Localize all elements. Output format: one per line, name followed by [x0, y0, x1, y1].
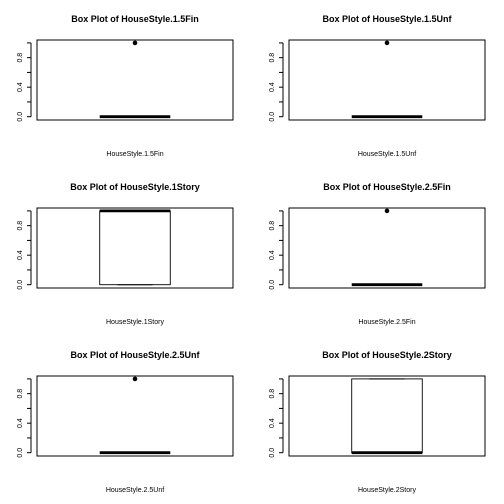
- boxplot-panel-2: Box Plot of HouseStyle.1.5Unf 0.0 0.4 0.8 Ho…: [269, 14, 486, 158]
- plot-frame: [288, 375, 486, 457]
- x-axis-label: HouseStyle.2.5Fin: [358, 319, 415, 326]
- boxplot-panel-6: Box Plot of HouseStyle.2Story 0.0 0.4 0.8 Ho…: [269, 350, 486, 494]
- boxplot-panel-1: Box Plot of HouseStyle.1.5Fin 0.0 0.4 0.8 Ho…: [17, 14, 234, 158]
- y-tick-label: 0.8: [17, 221, 24, 231]
- chart-title: Box Plot of HouseStyle.1.5Unf: [322, 14, 452, 24]
- y-tick-label: 0.8: [269, 53, 276, 63]
- y-tick-label: 0.0: [17, 448, 24, 458]
- plot-frame: [288, 39, 486, 121]
- y-tick-label: 0.4: [269, 250, 276, 260]
- y-tick-label: 0.4: [17, 418, 24, 428]
- chart-title: Box Plot of HouseStyle.1.5Fin: [71, 14, 199, 24]
- x-axis-label: HouseStyle.1Story: [106, 319, 164, 326]
- boxplot-panel-5: Box Plot of HouseStyle.2.5Unf 0.0 0.4 0.8 Ho…: [17, 350, 234, 494]
- chart-title: Box Plot of HouseStyle.1Story: [70, 182, 200, 192]
- outlier-point: [132, 40, 138, 46]
- y-tick-label: 0.4: [269, 82, 276, 92]
- plot-frame: [36, 375, 234, 457]
- outlier-point: [384, 40, 390, 46]
- y-tick-label: 0.0: [17, 280, 24, 290]
- boxplot-panel-3: Box Plot of HouseStyle.1Story 0.0 0.4 0.8 Ho…: [17, 182, 234, 326]
- y-tick-label: 0.0: [269, 112, 276, 122]
- plot-frame: [36, 39, 234, 121]
- y-tick-label: 0.8: [17, 53, 24, 63]
- chart-title: Box Plot of HouseStyle.2.5Unf: [70, 350, 200, 360]
- chart-title: Box Plot of HouseStyle.2Story: [322, 350, 452, 360]
- outlier-point: [132, 376, 138, 382]
- plot-frame: [288, 207, 486, 289]
- x-axis-label: HouseStyle.2Story: [358, 487, 416, 494]
- x-axis-label: HouseStyle.2.5Unf: [106, 487, 164, 494]
- y-tick-label: 0.8: [269, 221, 276, 231]
- box-iqr: [99, 210, 171, 286]
- boxplot-panel-4: Box Plot of HouseStyle.2.5Fin 0.0 0.4 0.8 Ho…: [269, 182, 486, 326]
- outlier-point: [384, 208, 390, 214]
- chart-title: Box Plot of HouseStyle.2.5Fin: [323, 182, 451, 192]
- y-tick-label: 0.8: [17, 389, 24, 399]
- y-tick-label: 0.8: [269, 389, 276, 399]
- y-tick-label: 0.4: [17, 250, 24, 260]
- y-tick-label: 0.0: [17, 112, 24, 122]
- y-tick-label: 0.0: [269, 448, 276, 458]
- x-axis-label: HouseStyle.1.5Unf: [358, 151, 416, 158]
- y-tick-label: 0.4: [269, 418, 276, 428]
- x-axis-label: HouseStyle.1.5Fin: [106, 151, 163, 158]
- y-tick-label: 0.4: [17, 82, 24, 92]
- plot-frame: [36, 207, 234, 289]
- y-tick-label: 0.0: [269, 280, 276, 290]
- box-iqr: [351, 378, 423, 454]
